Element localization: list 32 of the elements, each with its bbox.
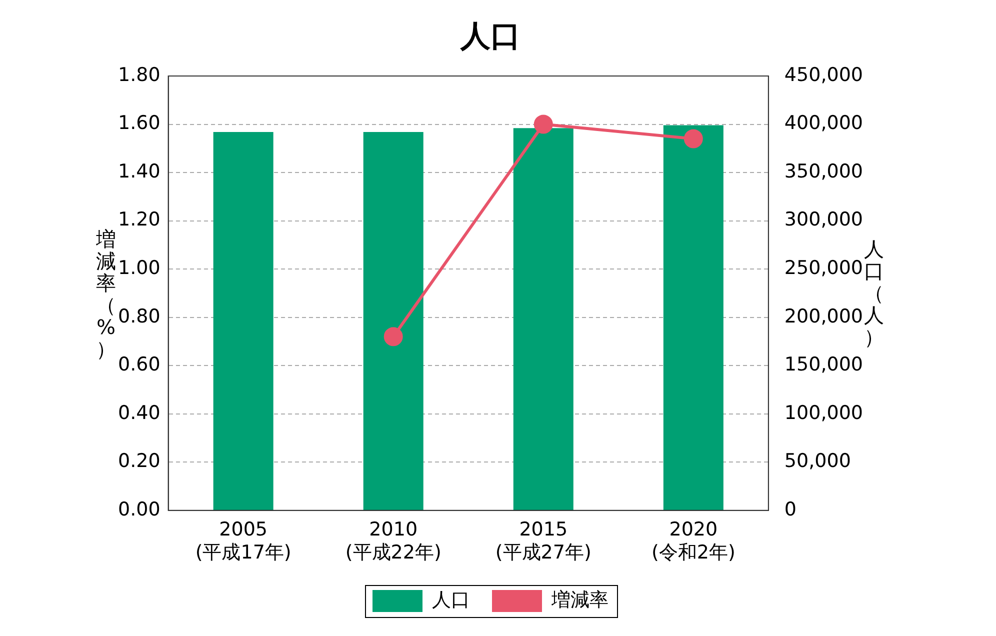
y-axis-title: 増減率（%） <box>96 227 116 361</box>
y-tick-label: 0.80 <box>118 305 160 328</box>
y2-tick-label: 400,000 <box>784 112 864 134</box>
chart-title: 人口 <box>460 18 520 54</box>
point <box>384 327 403 346</box>
y-tick-label: 0.00 <box>118 498 160 520</box>
y2-tick-label: 50,000 <box>784 450 851 472</box>
legend-label: 人口 <box>432 588 470 611</box>
point <box>534 114 553 134</box>
y-tick-label: 0.40 <box>118 402 160 424</box>
x-tick-label: 2015 (平成27年) <box>495 518 592 564</box>
y-tick-label: 0.60 <box>118 354 160 376</box>
y2-axis-title: 人口（人） <box>864 237 884 349</box>
y2-tick-label: 200,000 <box>784 305 864 328</box>
y-tick-label: 1.20 <box>118 208 160 231</box>
y-tick-label: 1.80 <box>118 64 160 86</box>
y2-tick-label: 0 <box>784 498 797 520</box>
legend-label: 増減率 <box>550 588 608 611</box>
y-tick-label: 0.20 <box>118 450 160 472</box>
y2-tick-label: 150,000 <box>784 354 864 376</box>
x-tick-label: 2005 (平成17年) <box>195 518 292 564</box>
y2-tick-label: 100,000 <box>784 402 864 424</box>
point <box>684 129 703 148</box>
y-tick-label: 1.00 <box>118 257 160 280</box>
x-tick-label: 2020 (令和2年) <box>651 518 736 564</box>
y2-tick-label: 350,000 <box>784 160 864 182</box>
y2-tick-label: 300,000 <box>784 208 864 231</box>
x-tick-label: 2010 (平成22年) <box>345 518 442 564</box>
y-tick-label: 1.60 <box>118 112 160 134</box>
y-tick-label: 1.40 <box>118 160 160 182</box>
y2-tick-label: 250,000 <box>784 257 864 280</box>
y2-tick-label: 450,000 <box>784 64 864 86</box>
